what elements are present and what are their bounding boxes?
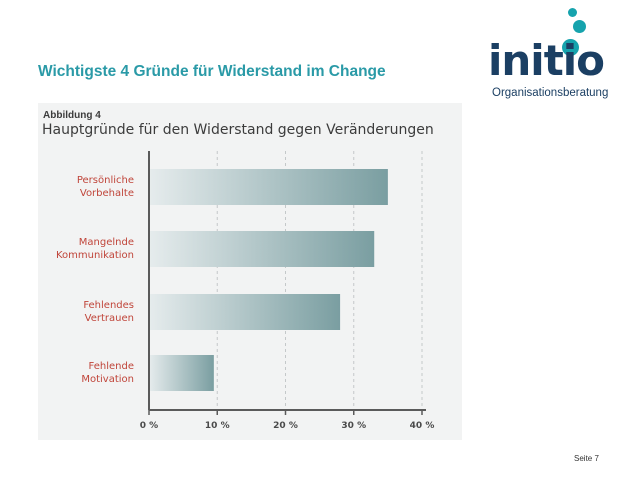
chart-panel: 0 % 10 % 20 % 30 % 40 % Abbildung 4 Hauptgrü…	[38, 103, 462, 440]
chart-title: Hauptgründe für den Widerstand gegen Ver…	[42, 122, 434, 138]
x-tick-label-10: 10 %	[205, 421, 230, 431]
bar-3	[149, 355, 214, 391]
logo-wordmark: initio	[488, 36, 605, 85]
company-logo: initio Organisationsberatung	[488, 4, 613, 102]
category-label-3: Fehlende Motivation	[81, 361, 134, 385]
logo-dot-medium	[573, 20, 586, 33]
category-label-0: Persönliche Vorbehalte	[76, 175, 134, 199]
figure-label: Abbildung 4	[43, 110, 101, 121]
slide-title: Wichtigste 4 Gründe für Widerstand im Ch…	[38, 63, 386, 80]
logo-dot-small	[568, 8, 577, 17]
x-tick-label-40: 40 %	[410, 421, 435, 431]
x-tick-label-20: 20 %	[273, 421, 298, 431]
x-tick-label-0: 0 %	[140, 421, 158, 431]
bar-2	[149, 294, 341, 330]
x-tick-label-30: 30 %	[341, 421, 366, 431]
bar-1	[149, 231, 375, 267]
logo-dot-large	[562, 39, 579, 56]
bar-chart: 0 % 10 % 20 % 30 % 40 %	[140, 151, 435, 431]
logo-subtitle: Organisationsberatung	[492, 87, 609, 99]
bar-0	[149, 169, 388, 205]
category-label-2: Fehlendes Vertrauen	[83, 300, 134, 324]
category-label-1: Mangelnde Kommunikation	[55, 237, 134, 261]
page-number: Seite 7	[574, 454, 599, 463]
